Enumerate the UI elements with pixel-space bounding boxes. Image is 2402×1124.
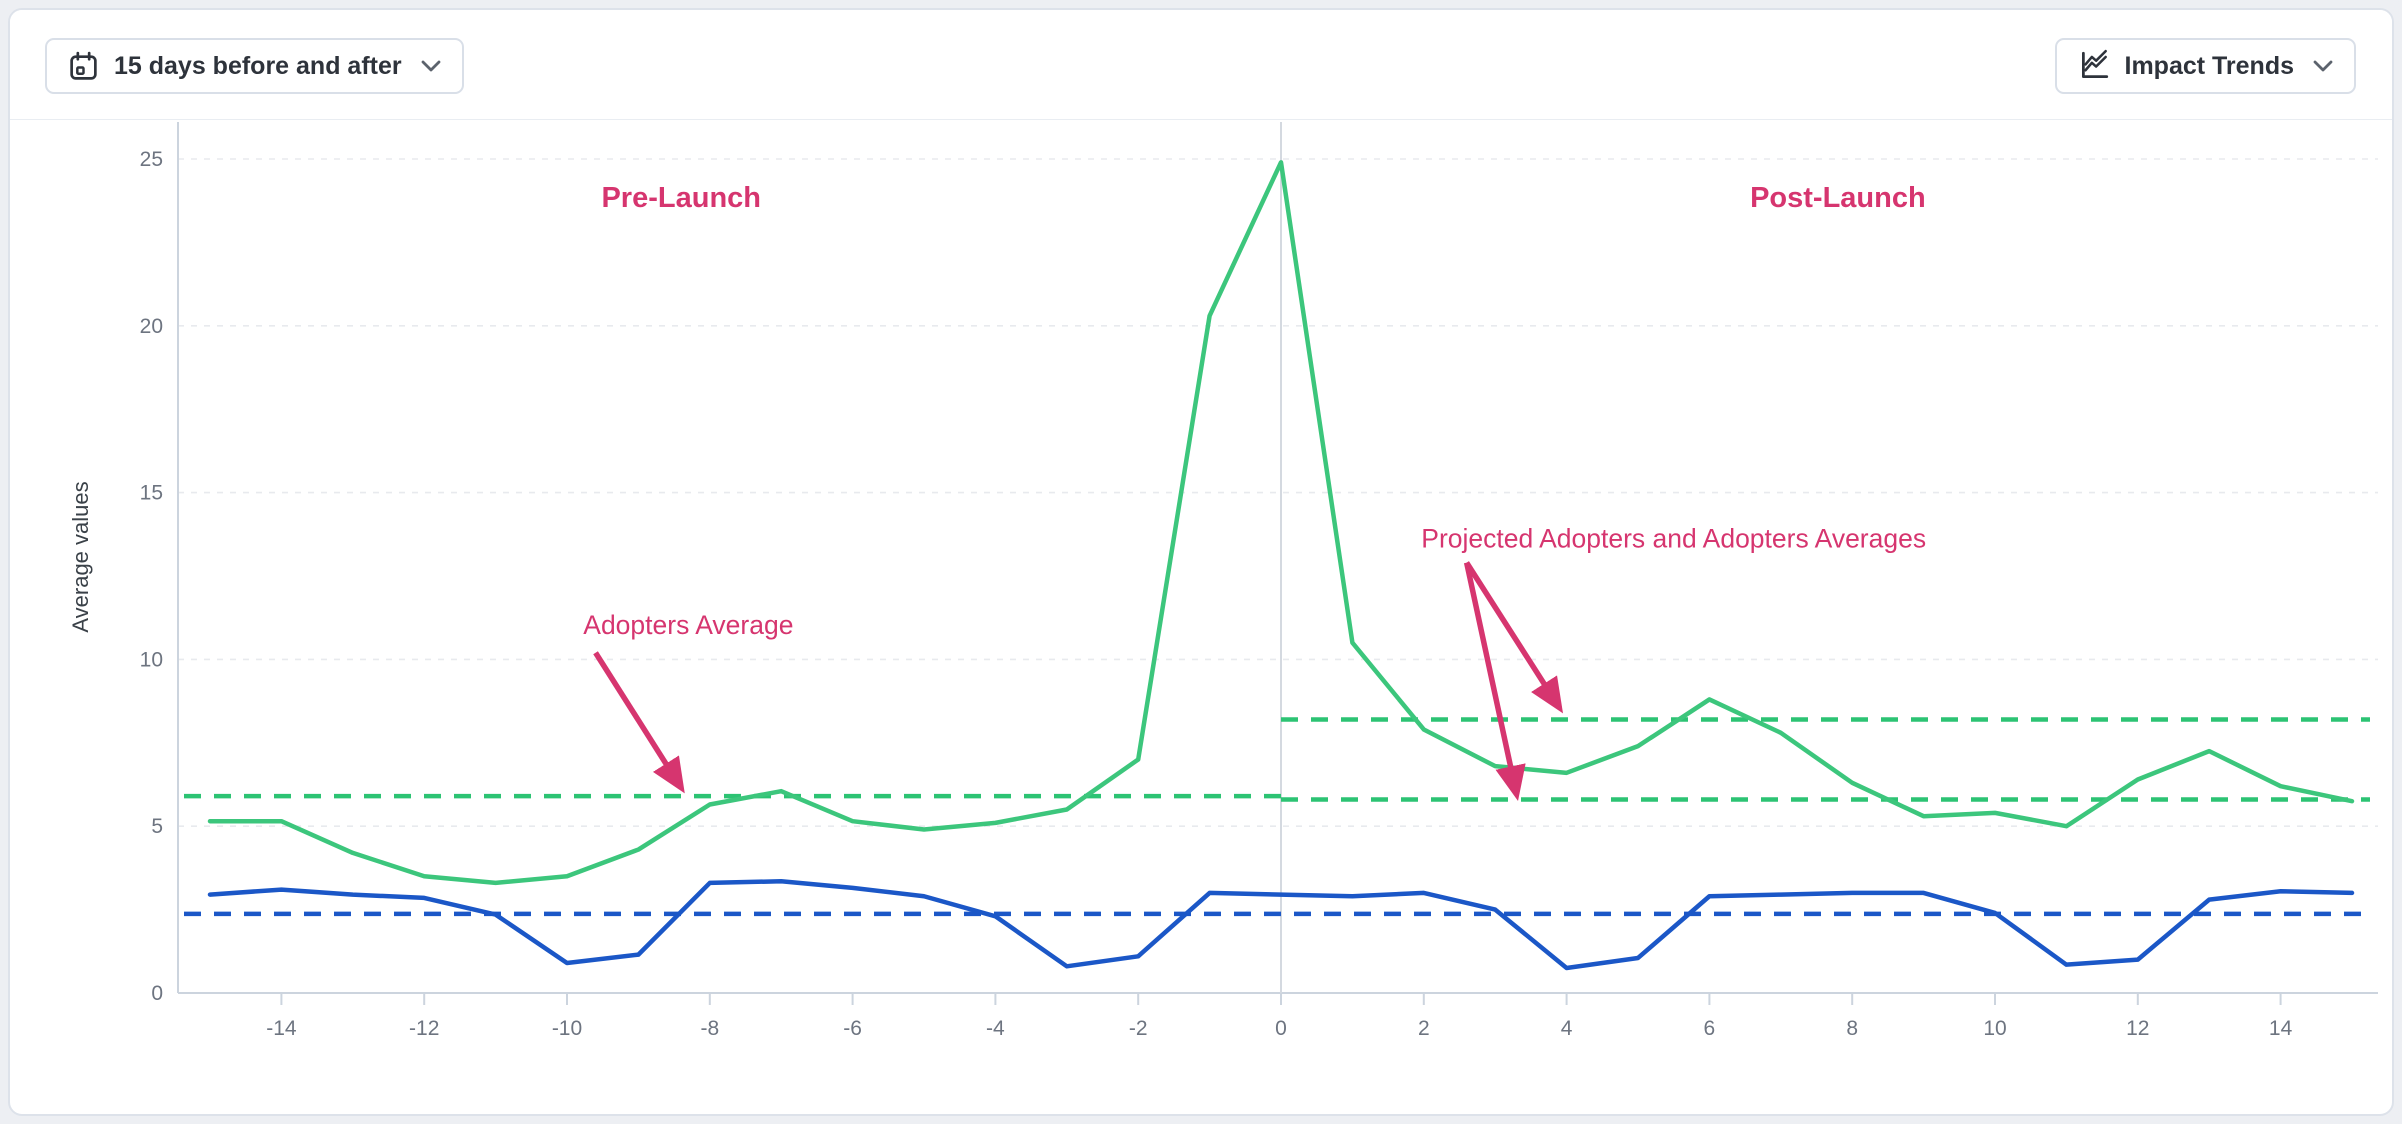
date-range-dropdown[interactable]: 15 days before and after — [45, 38, 464, 94]
chart-area[interactable] — [10, 120, 2392, 1114]
impact-trends-dropdown[interactable]: Impact Trends — [2054, 38, 2356, 94]
calendar-icon — [67, 50, 100, 83]
impact-trends-label: Impact Trends — [2124, 51, 2295, 80]
date-range-label: 15 days before and after — [114, 51, 402, 80]
chevron-down-icon — [2312, 59, 2334, 73]
chevron-down-icon — [420, 59, 442, 73]
chart-card: 15 days before and after Impact Trends — [8, 8, 2394, 1116]
toolbar: 15 days before and after Impact Trends — [10, 10, 2392, 120]
line-chart-icon — [2077, 49, 2111, 83]
